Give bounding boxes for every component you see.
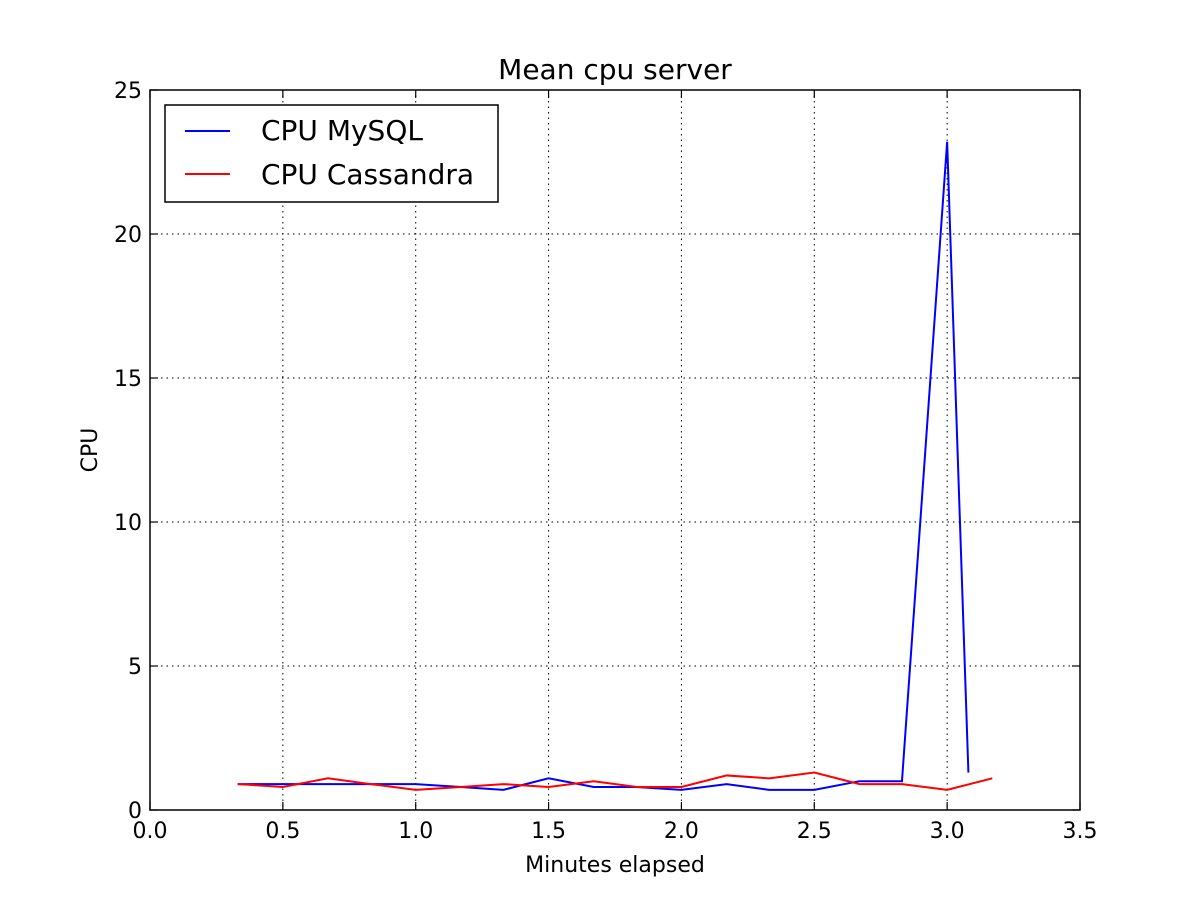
y-tick-label: 0 bbox=[128, 799, 142, 824]
y-tick-label: 5 bbox=[128, 655, 142, 680]
x-tick-label: 0.0 bbox=[133, 819, 168, 844]
x-tick-label: 2.0 bbox=[664, 819, 699, 844]
x-tick-label: 0.5 bbox=[265, 819, 300, 844]
y-tick-label: 15 bbox=[114, 367, 142, 392]
x-tick-label: 3.0 bbox=[930, 819, 965, 844]
x-axis-label: Minutes elapsed bbox=[525, 853, 705, 878]
y-tick-label: 10 bbox=[114, 511, 142, 536]
plot-frame bbox=[149, 89, 1081, 811]
series-line-cpu-cassandra bbox=[237, 771, 993, 791]
y-tick-label: 20 bbox=[114, 223, 142, 248]
x-tick-label: 3.5 bbox=[1063, 819, 1098, 844]
grid bbox=[150, 90, 1080, 810]
x-tick-label: 1.0 bbox=[398, 819, 433, 844]
y-axis-label: CPU bbox=[78, 428, 103, 473]
legend-label-cpu-cassandra: CPU Cassandra bbox=[261, 158, 474, 191]
x-tick-label: 2.5 bbox=[797, 819, 832, 844]
chart-title: Mean cpu server bbox=[498, 53, 732, 86]
legend-label-cpu-mysql: CPU MySQL bbox=[261, 114, 423, 147]
legend-box bbox=[164, 104, 499, 203]
series-lines bbox=[237, 141, 993, 791]
legend: CPU MySQL CPU Cassandra bbox=[164, 104, 499, 203]
y-tick-label: 25 bbox=[114, 79, 142, 104]
x-tick-label: 1.5 bbox=[531, 819, 566, 844]
axis-ticks: 0.0 0.5 1.0 1.5 2.0 2.5 3.0 3.5 0 5 10 15 20 25 bbox=[114, 79, 1098, 844]
